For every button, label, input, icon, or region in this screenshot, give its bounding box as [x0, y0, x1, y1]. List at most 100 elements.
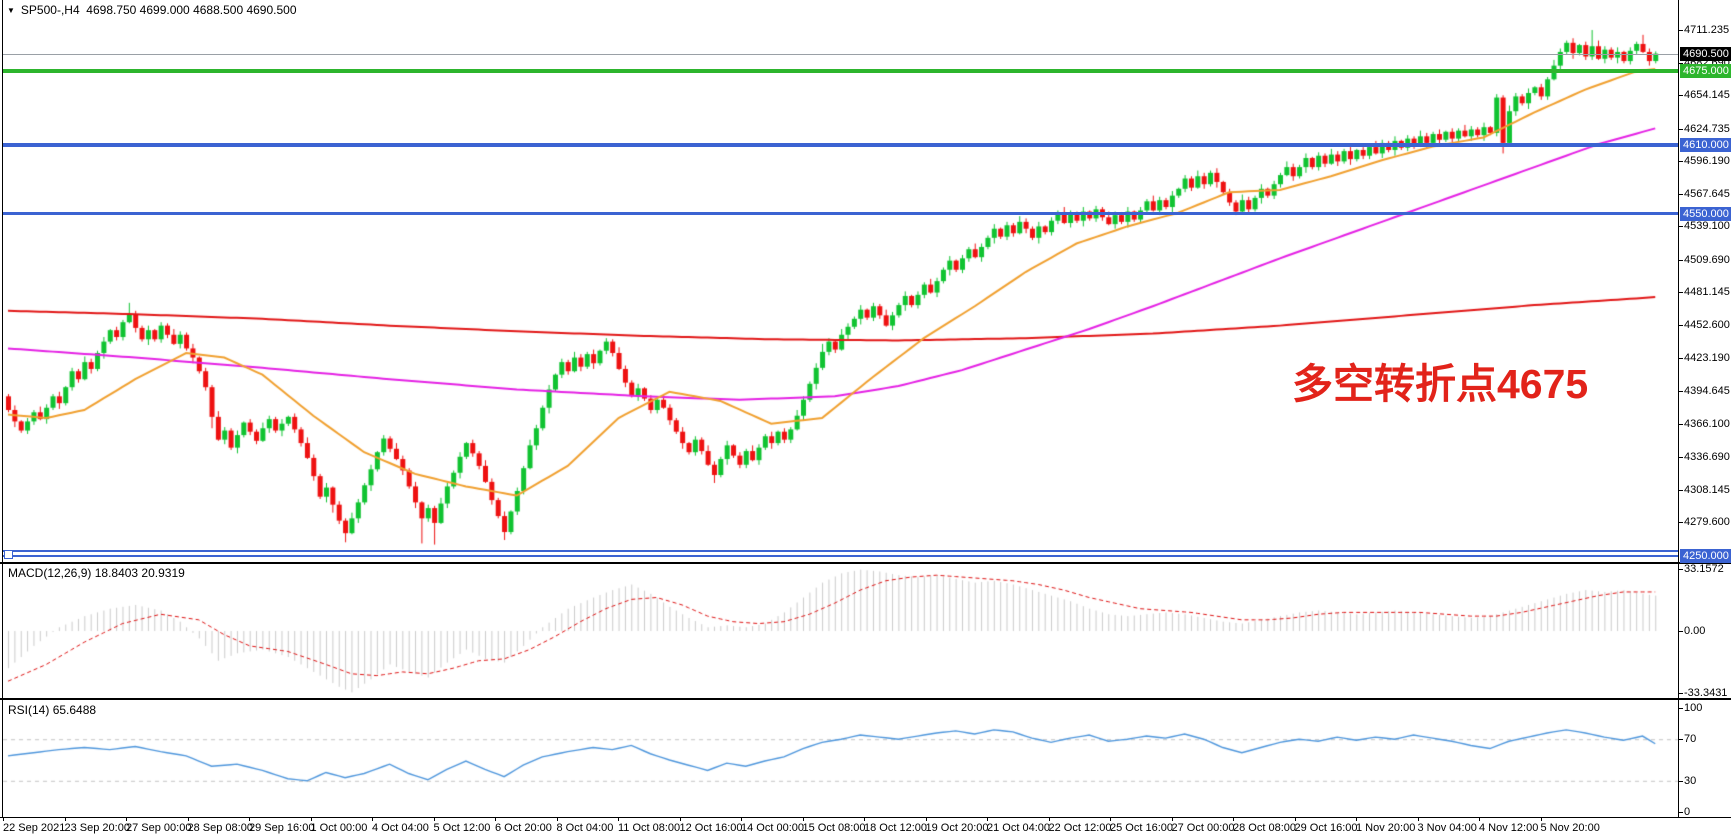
y-axis-label: 4366.100 [1684, 417, 1730, 430]
chart-title-bar: ▼ SP500-,H4 4698.750 4699.000 4688.500 46… [7, 3, 297, 17]
rsi-axis-tick [1678, 739, 1683, 741]
rsi-axis-tick [1678, 812, 1683, 813]
x-axis-tick [1294, 817, 1296, 821]
y-axis-tick [1678, 95, 1683, 97]
y-axis-label: 4394.645 [1684, 385, 1730, 398]
x-axis-label: 1 Nov 20:00 [1356, 822, 1416, 834]
current-price-badge[interactable]: 4690.500 [1680, 46, 1731, 61]
macd-axis-label: 33.1572 [1684, 563, 1724, 576]
current-price-line [3, 53, 1678, 55]
horizontal-line-4675[interactable] [3, 69, 1678, 74]
x-axis-tick [1171, 817, 1173, 821]
selected-line-handle[interactable] [4, 550, 13, 559]
y-axis-label: 4452.600 [1684, 318, 1730, 331]
level-badge-4675[interactable]: 4675.000 [1680, 64, 1731, 79]
x-axis-label: 29 Sep 16:00 [249, 822, 315, 834]
macd-axis-label: 0.00 [1684, 625, 1706, 637]
x-axis-tick [249, 817, 250, 821]
plot-left-border [2, 0, 3, 818]
x-axis-tick [3, 817, 4, 821]
x-axis-tick [372, 817, 373, 821]
x-axis-label: 28 Oct 08:00 [1233, 822, 1296, 834]
horizontal-line-4610[interactable] [3, 143, 1678, 148]
y-axis-label: 4423.190 [1684, 352, 1730, 365]
y-axis-label: 4509.690 [1684, 253, 1730, 266]
x-axis-tick [126, 817, 127, 821]
x-axis-label: 22 Oct 12:00 [1048, 822, 1112, 834]
y-axis-label: 4596.190 [1684, 155, 1730, 168]
x-axis-label: 29 Oct 16:00 [1294, 822, 1358, 834]
x-axis-label: 27 Sep 00:00 [126, 822, 192, 834]
x-axis-label: 14 Oct 00:00 [741, 822, 804, 834]
level-badge-4250[interactable]: 4250.000 [1680, 548, 1731, 563]
x-axis-tick [1540, 817, 1542, 821]
rsi-axis-label: 70 [1684, 733, 1697, 746]
x-axis-tick [1048, 817, 1050, 821]
y-axis-label: 4624.735 [1684, 122, 1730, 135]
x-axis-label: 23 Sep 20:00 [64, 822, 130, 834]
macd-values: 18.8403 20.9319 [94, 566, 185, 580]
rsi-name: RSI(14) [8, 703, 50, 717]
x-axis-label: 8 Oct 04:00 [556, 822, 614, 834]
x-axis-tick [864, 817, 865, 821]
y-axis-tick [1678, 423, 1683, 425]
y-axis-tick [1678, 358, 1683, 360]
y-axis-tick [1678, 489, 1683, 491]
x-axis-tick [433, 817, 435, 821]
macd-indicator-label: MACD(12,26,9) 18.8403 20.9319 [8, 566, 185, 580]
panel-separator-macd-rsi [0, 698, 1731, 700]
x-axis-tick [556, 817, 558, 821]
x-axis-label: 22 Sep 2021 [3, 822, 66, 834]
x-axis-tick [1417, 817, 1419, 821]
x-axis-tick [310, 817, 312, 821]
x-axis-label: 27 Oct 00:00 [1171, 822, 1235, 834]
symbol-period-label: SP500-,H4 [20, 3, 80, 17]
horizontal-line-4250-b[interactable] [3, 554, 1678, 557]
x-axis-label: 11 Oct 08:00 [618, 822, 681, 834]
panel-separator-main-macd [0, 562, 1731, 564]
rsi-axis-label: 30 [1684, 774, 1697, 787]
y-axis-tick [1678, 324, 1683, 326]
y-axis-tick [1678, 128, 1683, 130]
horizontal-line-4250-a[interactable] [3, 549, 1678, 552]
y-axis-label: 4567.645 [1684, 187, 1730, 200]
x-axis-label: 1 Oct 00:00 [310, 822, 368, 834]
level-badge-4550[interactable]: 4550.000 [1680, 206, 1731, 221]
x-axis-tick [925, 817, 927, 821]
symbol-dropdown-icon[interactable]: ▼ [7, 6, 15, 15]
macd-axis-label: -33.3431 [1684, 687, 1728, 700]
rsi-axis-label: 100 [1684, 702, 1703, 714]
rsi-axis-label: 0 [1684, 806, 1691, 818]
y-axis-tick [1678, 62, 1683, 64]
y-axis-tick [1678, 292, 1683, 294]
x-axis-label: 5 Nov 20:00 [1540, 822, 1600, 834]
x-axis-tick [1233, 817, 1234, 821]
rsi-axis-tick [1678, 708, 1683, 709]
x-axis-label: 18 Oct 12:00 [864, 822, 927, 834]
x-axis-tick [1356, 817, 1357, 821]
x-axis-label: 4 Nov 12:00 [1479, 822, 1539, 834]
x-axis-label: 4 Oct 04:00 [372, 822, 429, 834]
x-axis-tick [802, 817, 804, 821]
x-axis-tick [1479, 817, 1480, 821]
y-axis-tick [1678, 30, 1683, 31]
x-axis-label: 3 Nov 04:00 [1417, 822, 1477, 834]
x-axis-tick [187, 817, 189, 821]
horizontal-line-4550[interactable] [3, 212, 1678, 216]
y-axis-tick [1678, 391, 1683, 393]
y-axis-tick [1678, 259, 1683, 261]
macd-axis-tick [1678, 631, 1683, 632]
y-axis-label: 4336.690 [1684, 451, 1730, 464]
rsi-axis-tick [1678, 780, 1683, 782]
y-axis-label: 4539.100 [1684, 220, 1730, 233]
x-axis-tick [618, 817, 619, 821]
level-badge-4610[interactable]: 4610.000 [1680, 138, 1731, 153]
macd-axis-tick [1678, 569, 1683, 571]
text-annotation-turning-point[interactable]: 多空转折点4675 [1292, 361, 1589, 407]
x-axis-label: 15 Oct 08:00 [802, 822, 866, 834]
y-axis-tick [1678, 226, 1683, 228]
y-axis-tick [1678, 193, 1683, 195]
y-axis-label: 4654.145 [1684, 89, 1730, 102]
